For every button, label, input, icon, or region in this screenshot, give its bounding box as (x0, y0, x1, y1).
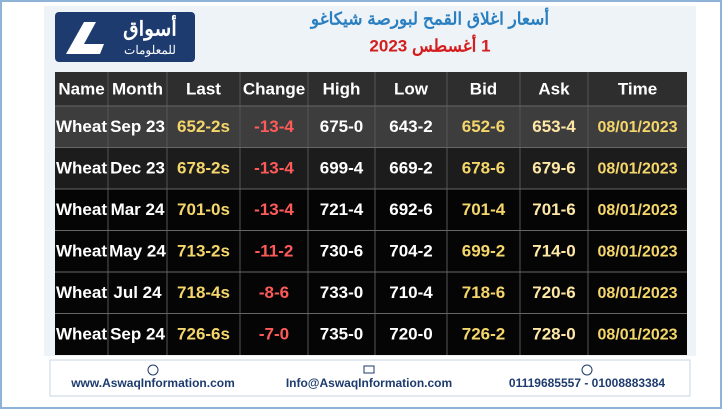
column-header: Change (243, 79, 305, 98)
header-row (55, 72, 687, 106)
table-row (55, 189, 687, 231)
email: Info@AswaqInformation.com (286, 376, 452, 390)
cell: 704-2 (389, 242, 432, 261)
cell: 699-2 (462, 242, 505, 261)
phones: 01119685557 - 01008883384 (509, 376, 665, 390)
logo-main: أسواق (123, 14, 177, 41)
cell: May 24 (109, 242, 166, 261)
cell: 713-2s (177, 242, 230, 261)
cell: -13-4 (254, 117, 294, 136)
cell: 08/01/2023 (597, 285, 677, 302)
website: www.AswaqInformation.com (70, 376, 235, 390)
table-row (55, 147, 687, 189)
cell: 733-0 (320, 283, 363, 302)
cell: 08/01/2023 (597, 202, 677, 219)
cell: Mar 24 (111, 200, 165, 219)
cell: Wheat (56, 283, 107, 302)
table-row (55, 230, 687, 272)
cell: 730-6 (320, 242, 363, 261)
cell: 678-6 (462, 159, 505, 178)
cell: 08/01/2023 (597, 119, 677, 136)
cell: 692-6 (389, 200, 432, 219)
cell: Sep 23 (110, 117, 165, 136)
title: أسعار اغلاق القمح لبورصة شيكاغو (309, 6, 549, 29)
table-row (55, 106, 687, 148)
cell: 669-2 (389, 159, 432, 178)
cell: 08/01/2023 (597, 160, 677, 177)
cell: 735-0 (320, 325, 363, 344)
logo-sub: للمعلومات (124, 43, 176, 57)
cell: -13-4 (254, 200, 294, 219)
column-header: High (323, 79, 361, 98)
cell: -11-2 (255, 242, 294, 261)
cell: 720-6 (532, 283, 575, 302)
web-icon (147, 364, 159, 376)
mail-icon (363, 365, 375, 374)
cell: 679-6 (532, 159, 575, 178)
column-header: Month (112, 79, 163, 98)
cell: 643-2 (389, 117, 432, 136)
cell: Wheat (56, 117, 107, 136)
cell: 652-6 (462, 117, 505, 136)
cell: 710-4 (389, 283, 433, 302)
phone-icon (581, 364, 593, 376)
cell: 699-4 (320, 159, 364, 178)
cell: 652-2s (177, 117, 230, 136)
cell: Jul 24 (113, 283, 162, 302)
cell: 701-0s (177, 200, 230, 219)
table-row (55, 272, 687, 314)
cell: 653-4 (532, 117, 576, 136)
cell: Wheat (56, 242, 107, 261)
date: 1 أغسطس 2023 (369, 33, 490, 56)
cell: Dec 23 (110, 159, 165, 178)
cell: 08/01/2023 (597, 326, 677, 343)
cell: Wheat (56, 159, 107, 178)
column-header: Name (58, 79, 104, 98)
cell: 08/01/2023 (597, 243, 677, 260)
column-header: Bid (470, 79, 497, 98)
logo-icon (66, 22, 104, 54)
column-header: Low (394, 79, 429, 98)
cell: 721-4 (320, 200, 364, 219)
cell: -13-4 (254, 159, 294, 178)
cell: 726-2 (462, 325, 505, 344)
cell: 726-6s (177, 325, 230, 344)
cell: 718-6 (462, 283, 505, 302)
cell: 701-4 (462, 200, 506, 219)
cell: 728-0 (532, 325, 575, 344)
column-header: Time (618, 79, 657, 98)
column-header: Ask (538, 79, 570, 98)
cell: 678-2s (177, 159, 230, 178)
cell: -8-6 (259, 283, 289, 302)
cell: -7-0 (259, 325, 289, 344)
table-row (55, 313, 687, 355)
cell: Wheat (56, 325, 107, 344)
cell: 714-0 (532, 242, 575, 261)
cell: Wheat (56, 200, 107, 219)
cell: 718-4s (177, 283, 230, 302)
cell: 701-6 (532, 200, 575, 219)
cell: 675-0 (320, 117, 363, 136)
cell: 720-0 (389, 325, 432, 344)
cell: Sep 24 (110, 325, 165, 344)
column-header: Last (186, 79, 221, 98)
